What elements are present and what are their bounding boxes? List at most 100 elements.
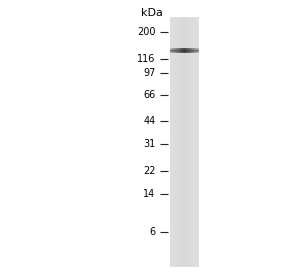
Bar xyxy=(195,48,196,53)
Bar xyxy=(186,16,187,267)
Bar xyxy=(192,48,193,53)
Bar xyxy=(197,48,198,53)
Bar xyxy=(184,16,185,267)
Text: 97: 97 xyxy=(143,68,156,78)
Bar xyxy=(176,48,177,53)
Bar xyxy=(181,48,182,53)
Text: 31: 31 xyxy=(143,139,156,149)
Bar xyxy=(184,48,185,53)
Bar xyxy=(177,16,178,267)
Bar xyxy=(171,48,172,53)
Bar xyxy=(194,48,195,53)
Bar xyxy=(179,16,180,267)
Bar xyxy=(192,16,193,267)
Bar xyxy=(183,48,184,53)
Bar xyxy=(172,48,173,53)
Bar xyxy=(175,48,176,53)
Bar xyxy=(185,16,186,267)
Bar xyxy=(182,16,183,267)
Bar xyxy=(187,16,188,267)
Bar xyxy=(181,16,182,267)
Bar xyxy=(183,48,184,53)
Bar xyxy=(195,16,196,267)
Bar xyxy=(189,16,190,267)
Bar xyxy=(173,48,174,53)
Text: 200: 200 xyxy=(137,27,156,37)
Bar xyxy=(198,48,199,53)
Bar xyxy=(176,16,177,267)
Bar xyxy=(178,16,179,267)
Bar xyxy=(176,48,177,53)
Text: 66: 66 xyxy=(143,90,156,100)
Bar xyxy=(179,48,180,53)
Text: 44: 44 xyxy=(143,116,156,126)
Bar xyxy=(180,16,181,267)
Bar xyxy=(170,16,171,267)
Bar xyxy=(184,16,185,267)
Bar xyxy=(173,16,174,267)
Bar xyxy=(197,16,198,267)
Bar xyxy=(185,48,186,53)
Bar xyxy=(180,16,181,267)
Bar xyxy=(182,48,183,53)
Bar xyxy=(196,48,197,53)
Bar xyxy=(196,48,197,53)
Bar xyxy=(178,48,179,53)
Bar xyxy=(190,48,191,53)
Bar xyxy=(186,48,187,53)
Bar xyxy=(184,48,185,53)
Bar xyxy=(190,16,191,267)
Bar xyxy=(187,48,188,53)
Bar xyxy=(170,48,171,53)
Bar xyxy=(195,16,196,267)
Bar xyxy=(191,16,192,267)
Bar xyxy=(192,48,193,53)
Bar xyxy=(185,16,186,267)
Text: 14: 14 xyxy=(143,189,156,199)
Bar xyxy=(196,16,197,267)
Bar xyxy=(179,48,180,53)
Bar xyxy=(186,48,187,53)
Bar xyxy=(180,48,181,53)
Bar xyxy=(192,16,193,267)
Bar xyxy=(189,48,190,53)
Bar xyxy=(171,16,172,267)
Text: 116: 116 xyxy=(137,54,156,64)
Bar xyxy=(170,48,171,53)
Bar xyxy=(194,48,195,53)
Bar xyxy=(177,48,178,53)
Bar xyxy=(196,16,197,267)
Bar xyxy=(198,16,199,267)
Bar xyxy=(177,16,178,267)
Text: kDa: kDa xyxy=(141,8,163,18)
Bar xyxy=(193,16,194,267)
Bar xyxy=(182,48,183,53)
Bar xyxy=(170,16,171,267)
Bar xyxy=(174,48,175,53)
Bar xyxy=(172,16,173,267)
Bar xyxy=(181,48,182,53)
Bar xyxy=(173,16,174,267)
Bar xyxy=(191,48,192,53)
Bar xyxy=(193,48,194,53)
Bar xyxy=(183,16,184,267)
Bar xyxy=(175,16,176,267)
Bar xyxy=(181,16,182,267)
Bar xyxy=(188,16,189,267)
Bar xyxy=(188,48,189,53)
Text: 6: 6 xyxy=(149,227,156,237)
Bar xyxy=(195,48,196,53)
Bar xyxy=(172,16,173,267)
Text: 22: 22 xyxy=(143,166,156,175)
Bar xyxy=(174,48,175,53)
Bar xyxy=(173,48,174,53)
Bar xyxy=(172,48,173,53)
Bar xyxy=(197,48,198,53)
Bar xyxy=(188,16,189,267)
Bar xyxy=(176,16,177,267)
Bar xyxy=(194,16,195,267)
Bar xyxy=(171,48,172,53)
Bar xyxy=(189,48,190,53)
Bar xyxy=(174,16,175,267)
Bar xyxy=(191,16,192,267)
